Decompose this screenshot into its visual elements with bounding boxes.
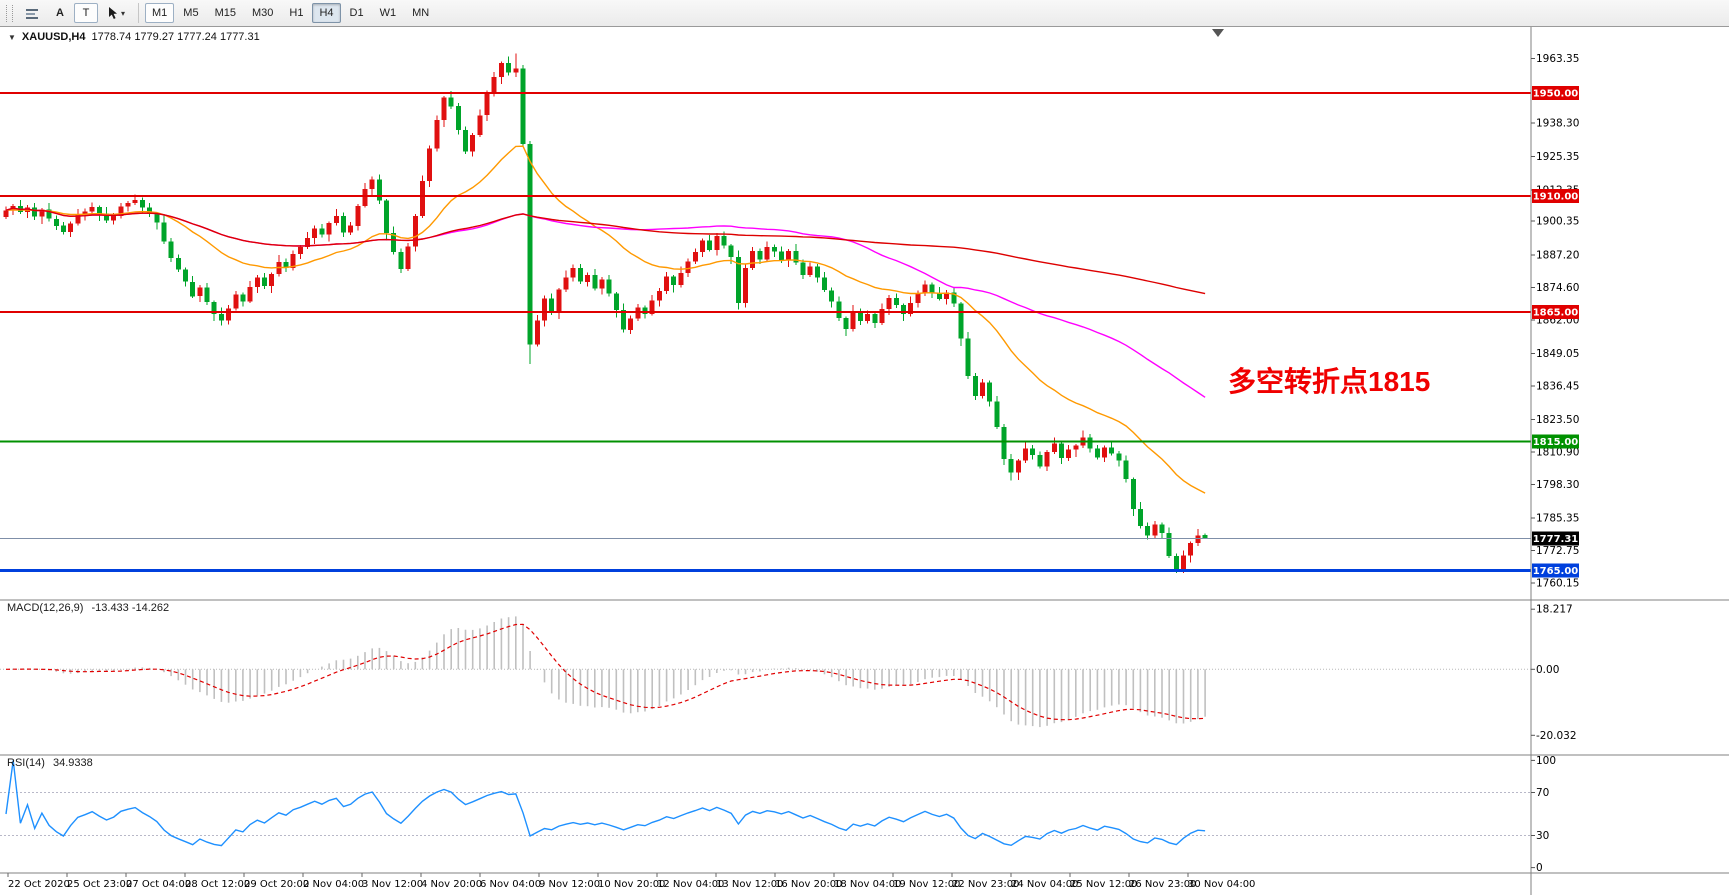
svg-text:16 Nov 20:00: 16 Nov 20:00	[775, 879, 842, 890]
svg-text:28 Oct 12:00: 28 Oct 12:00	[185, 879, 250, 890]
toolbar-separator	[138, 3, 140, 23]
svg-text:18.217: 18.217	[1536, 604, 1573, 616]
svg-text:100: 100	[1536, 755, 1556, 767]
svg-text:0.00: 0.00	[1536, 664, 1559, 676]
bars-icon	[26, 8, 38, 19]
ohlc-values: 1778.74 1779.27 1777.24 1777.31	[91, 31, 260, 43]
tf-button-m30[interactable]: M30	[245, 3, 280, 23]
svg-text:1900.35: 1900.35	[1536, 216, 1579, 228]
text-t-button[interactable]: T	[74, 3, 98, 23]
tf-button-m5[interactable]: M5	[176, 3, 205, 23]
svg-text:1849.05: 1849.05	[1536, 348, 1579, 360]
svg-text:27 Oct 04:00: 27 Oct 04:00	[126, 879, 191, 890]
cursor-tool-button[interactable]: ▾	[100, 3, 132, 23]
svg-text:3 Nov 12:00: 3 Nov 12:00	[362, 879, 423, 890]
svg-text:1836.45: 1836.45	[1536, 380, 1579, 392]
rsi-title: RSI(14)	[7, 757, 45, 769]
chart-bars-button[interactable]	[18, 3, 46, 23]
svg-text:1865.00: 1865.00	[1533, 308, 1579, 319]
svg-text:1798.30: 1798.30	[1536, 479, 1579, 491]
annotation-text[interactable]: 多空转折点1815	[1228, 366, 1431, 397]
rsi-pane[interactable]	[0, 760, 1531, 847]
svg-text:25 Oct 23:00: 25 Oct 23:00	[67, 879, 132, 890]
svg-text:12 Nov 04:00: 12 Nov 04:00	[657, 879, 724, 890]
svg-text:10 Nov 20:00: 10 Nov 20:00	[598, 879, 665, 890]
pane-separators[interactable]	[0, 599, 1729, 874]
ma-lines-layer	[5, 145, 1206, 494]
chart-shift-marker-icon[interactable]	[1212, 29, 1224, 37]
macd-pane[interactable]	[0, 616, 1531, 728]
svg-text:1785.35: 1785.35	[1536, 512, 1579, 524]
svg-text:-20.032: -20.032	[1536, 730, 1577, 742]
tf-button-h4[interactable]: H4	[312, 3, 341, 23]
svg-text:70: 70	[1536, 787, 1549, 799]
svg-text:0: 0	[1536, 862, 1543, 874]
svg-text:1810.90: 1810.90	[1536, 446, 1579, 458]
svg-text:1823.50: 1823.50	[1536, 414, 1579, 426]
price-axis[interactable]: 1963.351938.301925.351912.351900.351887.…	[1530, 27, 1579, 895]
rsi-axis[interactable]: 100 70 30 0	[1531, 755, 1556, 874]
svg-text:1777.31: 1777.31	[1533, 534, 1579, 545]
svg-text:1963.35: 1963.35	[1536, 53, 1579, 65]
font-a-button[interactable]: A	[48, 3, 72, 23]
toolbar: A T ▾ M1 M5 M15 M30 H1 H4 D1 W1 MN	[0, 0, 1729, 27]
horizontal-level-lines[interactable]	[0, 91, 1531, 572]
svg-text:18 Nov 04:00: 18 Nov 04:00	[834, 879, 901, 890]
text-t-label: T	[82, 7, 90, 19]
svg-text:1874.60: 1874.60	[1536, 282, 1579, 294]
macd-label: MACD(12,26,9) -13.433 -14.262	[7, 602, 174, 614]
svg-text:22 Nov 23:00: 22 Nov 23:00	[952, 879, 1019, 890]
ma-mid-magenta	[5, 207, 1206, 398]
svg-text:1760.15: 1760.15	[1536, 577, 1579, 589]
macd-title: MACD(12,26,9)	[7, 602, 84, 614]
svg-text:24 Nov 04:00: 24 Nov 04:00	[1011, 879, 1078, 890]
symbol-dropdown-icon[interactable]: ▼	[8, 32, 16, 42]
tf-button-h1[interactable]: H1	[282, 3, 310, 23]
svg-text:1772.75: 1772.75	[1536, 545, 1579, 557]
font-a-label: A	[56, 7, 64, 19]
macd-values: -13.433 -14.262	[91, 602, 170, 614]
macd-signal-line	[5, 623, 1206, 721]
svg-text:4 Nov 20:00: 4 Nov 20:00	[421, 879, 482, 890]
chart-header: ▼ XAUUSD,H4 1778.74 1779.27 1777.24 1777…	[8, 31, 260, 43]
rsi-line	[5, 760, 1206, 847]
svg-text:30 Nov 04:00: 30 Nov 04:00	[1188, 879, 1255, 890]
svg-text:1938.30: 1938.30	[1536, 118, 1579, 130]
svg-text:25 Nov 12:00: 25 Nov 12:00	[1070, 879, 1137, 890]
svg-text:6 Nov 04:00: 6 Nov 04:00	[480, 879, 541, 890]
tf-button-m15[interactable]: M15	[208, 3, 243, 23]
macd-axis[interactable]: 18.217 0.00 -20.032	[1531, 604, 1577, 742]
svg-text:30: 30	[1536, 830, 1549, 842]
svg-text:2 Nov 04:00: 2 Nov 04:00	[303, 879, 364, 890]
svg-text:1815.00: 1815.00	[1533, 437, 1579, 448]
svg-text:1910.00: 1910.00	[1533, 192, 1579, 203]
svg-text:1765.00: 1765.00	[1533, 566, 1579, 577]
rsi-value: 34.9338	[52, 757, 93, 769]
svg-text:9 Nov 12:00: 9 Nov 12:00	[539, 879, 600, 890]
candles-layer	[3, 53, 1208, 573]
cursor-icon	[109, 7, 117, 19]
tf-button-d1[interactable]: D1	[343, 3, 371, 23]
tf-button-m1[interactable]: M1	[145, 3, 175, 23]
symbol-period-label: XAUUSD,H4	[21, 31, 86, 43]
svg-text:1950.00: 1950.00	[1533, 88, 1579, 99]
chevron-down-icon: ▾	[121, 8, 126, 18]
svg-text:1925.35: 1925.35	[1536, 151, 1579, 163]
svg-text:1887.20: 1887.20	[1536, 249, 1579, 261]
svg-text:22 Oct 2020: 22 Oct 2020	[8, 879, 70, 890]
rsi-label: RSI(14) 34.9338	[7, 757, 98, 769]
ma-slow-red	[5, 207, 1206, 295]
svg-text:19 Nov 12:00: 19 Nov 12:00	[893, 879, 960, 890]
tf-button-w1[interactable]: W1	[373, 3, 404, 23]
svg-text:13 Nov 12:00: 13 Nov 12:00	[716, 879, 783, 890]
tf-button-mn[interactable]: MN	[405, 3, 436, 23]
svg-text:29 Oct 20:00: 29 Oct 20:00	[244, 879, 309, 890]
ma-fast-orange	[5, 145, 1206, 494]
svg-text:26 Nov 23:00: 26 Nov 23:00	[1129, 879, 1196, 890]
toolbar-grip[interactable]	[6, 4, 13, 22]
